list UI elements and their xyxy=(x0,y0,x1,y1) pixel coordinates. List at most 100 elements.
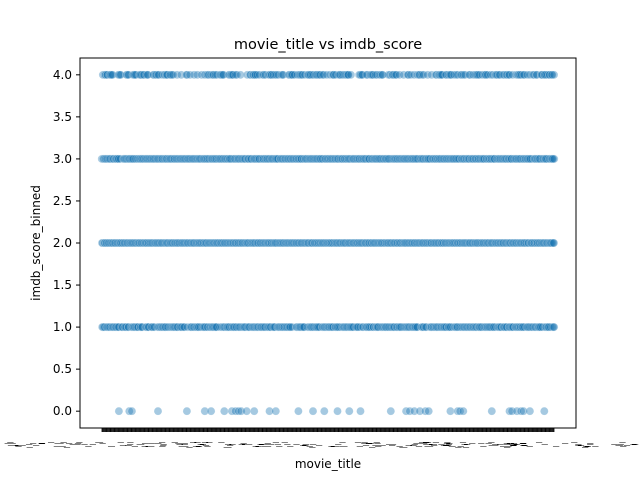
data-point xyxy=(325,70,335,80)
x-tick-label: — xyxy=(145,442,152,450)
x-tick-label: — xyxy=(267,440,274,448)
x-tick-label: — xyxy=(57,439,64,447)
y-tick-label: 4.0 xyxy=(53,68,72,82)
data-point xyxy=(447,70,456,80)
data-point xyxy=(525,406,535,416)
x-tick-label: — xyxy=(81,440,88,448)
data-point xyxy=(385,70,394,80)
data-point xyxy=(267,70,276,80)
x-tick-label: — xyxy=(181,439,188,447)
y-tick-label: 3.5 xyxy=(53,110,72,124)
x-tick-label: — xyxy=(356,442,363,450)
x-tick-label: — xyxy=(399,443,406,451)
x-tick-label: — xyxy=(562,439,569,447)
data-point xyxy=(228,70,238,80)
y-axis-label: imdb_score_binned xyxy=(29,185,43,301)
x-tick-label: — xyxy=(255,442,262,450)
x-tick-label: — xyxy=(430,440,437,448)
data-point xyxy=(320,406,329,416)
data-point xyxy=(499,70,509,80)
data-point xyxy=(153,406,163,416)
x-tick-label: — xyxy=(419,438,426,446)
data-point xyxy=(241,154,250,164)
data-point xyxy=(549,322,559,332)
data-point xyxy=(322,70,332,80)
data-point xyxy=(206,70,216,80)
x-tick-label: — xyxy=(480,442,487,450)
x-tick-label: — xyxy=(405,441,412,449)
data-point xyxy=(108,70,117,80)
data-point xyxy=(131,70,141,80)
x-tick-label: — xyxy=(536,439,543,447)
data-point xyxy=(395,70,404,80)
data-point xyxy=(459,406,468,416)
x-tick-label: — xyxy=(521,441,528,449)
x-tick-label: — xyxy=(159,442,166,450)
data-point xyxy=(376,70,385,80)
data-point xyxy=(319,70,328,80)
x-tick-label: — xyxy=(206,438,213,446)
x-tick-label: — xyxy=(89,441,96,449)
x-tick-label: — xyxy=(199,440,206,448)
data-point xyxy=(220,406,229,416)
y-tick-label: 1.5 xyxy=(53,278,72,292)
data-point xyxy=(375,70,384,80)
data-point xyxy=(542,154,551,164)
data-point xyxy=(520,70,529,80)
data-point xyxy=(124,70,133,80)
data-point xyxy=(271,406,280,416)
data-point xyxy=(487,406,496,416)
data-point xyxy=(109,154,119,164)
data-point xyxy=(465,70,475,80)
data-point xyxy=(505,70,514,80)
data-point xyxy=(231,70,240,80)
data-point xyxy=(232,70,242,80)
data-point xyxy=(143,70,153,80)
data-point xyxy=(182,70,192,80)
data-point xyxy=(346,70,356,80)
data-point xyxy=(549,70,559,80)
x-tick-label: — xyxy=(511,440,518,448)
data-point xyxy=(490,154,499,164)
x-tick-label: — xyxy=(281,438,288,446)
x-tick-label: — xyxy=(136,440,143,448)
y-tick-label: 3.0 xyxy=(53,152,72,166)
data-point xyxy=(182,406,192,416)
data-point xyxy=(288,70,297,80)
x-axis-label: movie_title xyxy=(295,457,361,471)
data-point xyxy=(517,70,526,80)
data-point xyxy=(309,70,318,80)
data-point xyxy=(189,70,199,80)
x-tick-label: — xyxy=(630,440,637,448)
data-point xyxy=(344,70,353,80)
data-point xyxy=(333,406,342,416)
data-point xyxy=(545,70,554,80)
data-point xyxy=(481,70,491,80)
data-point xyxy=(392,70,401,80)
data-point xyxy=(378,70,387,80)
data-point xyxy=(127,406,137,416)
data-points xyxy=(97,70,559,416)
data-point xyxy=(316,70,325,80)
x-tick-label: — xyxy=(553,442,560,450)
data-point xyxy=(446,406,455,416)
data-point xyxy=(451,70,461,80)
data-point xyxy=(486,70,495,80)
x-tick-label: — xyxy=(582,443,589,451)
data-point xyxy=(386,406,395,416)
data-point xyxy=(468,70,478,80)
x-tick-label: — xyxy=(374,441,381,449)
data-point xyxy=(193,70,202,80)
x-tick-label: — xyxy=(74,439,81,447)
x-tick-label: — xyxy=(48,438,55,446)
data-point xyxy=(523,70,532,80)
data-point xyxy=(236,70,245,80)
x-tick-label: — xyxy=(66,439,73,447)
x-tick-label: — xyxy=(330,443,337,451)
data-point xyxy=(550,154,559,164)
data-point xyxy=(206,406,216,416)
data-point xyxy=(488,70,497,80)
data-point xyxy=(495,70,505,80)
data-point xyxy=(424,406,433,416)
